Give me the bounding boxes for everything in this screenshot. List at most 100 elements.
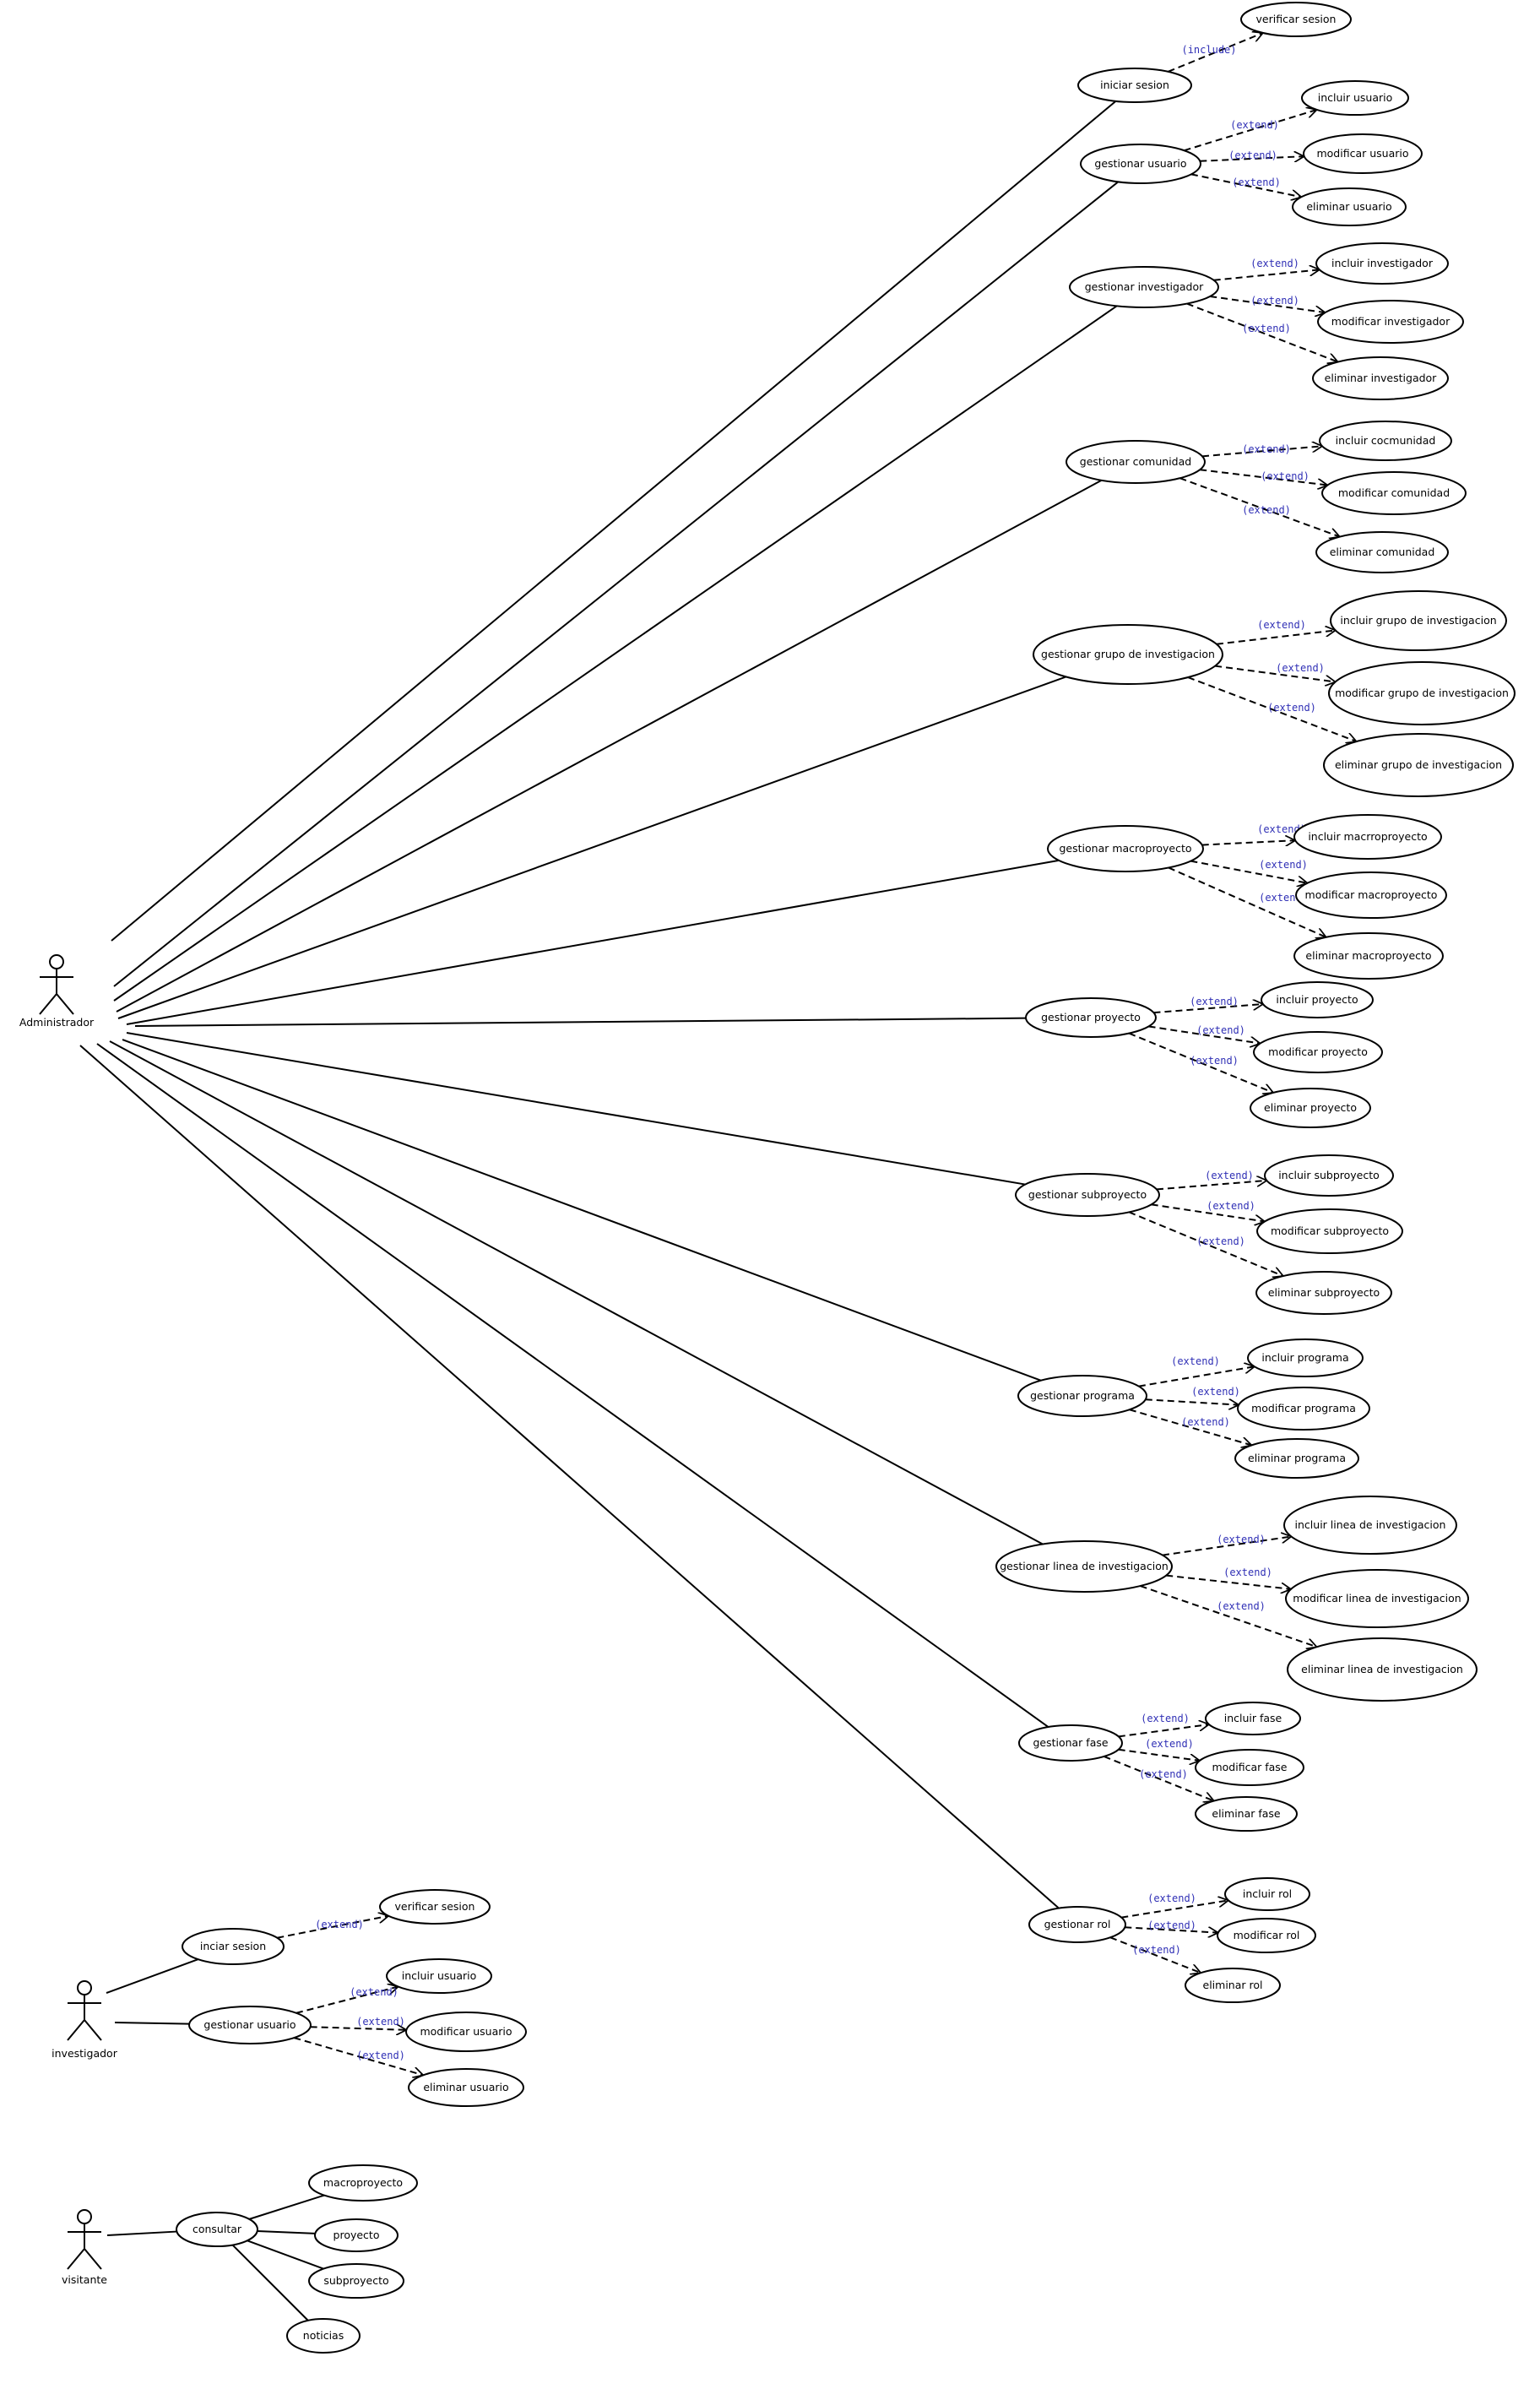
actor-head-icon xyxy=(77,2209,92,2224)
use-case-eliminar-rol[interactable]: eliminar rol xyxy=(1185,1968,1281,2003)
use-case-iniciar-sesion[interactable]: iniciar sesion xyxy=(1077,68,1192,103)
use-case-modificar-investigador[interactable]: modificar investigador xyxy=(1317,300,1464,344)
use-case-modificar-macroproyecto[interactable]: modificar macroproyecto xyxy=(1295,871,1447,919)
stereotype-label: (extend) xyxy=(1242,323,1291,334)
use-case-gestionar-comunidad[interactable]: gestionar comunidad xyxy=(1066,440,1206,484)
use-case-incluir-programa[interactable]: incluir programa xyxy=(1247,1338,1364,1377)
use-case-inv-eliminar-usuario[interactable]: eliminar usuario xyxy=(408,2068,524,2107)
use-case-c-subproyecto[interactable]: subproyecto xyxy=(308,2263,404,2299)
dependency-inv_gestionar_usuario-inv_incluir_usuario xyxy=(296,1987,399,2014)
use-case-modificar-linea[interactable]: modificar linea de investigacion xyxy=(1285,1569,1469,1628)
use-case-consultar[interactable]: consultar xyxy=(176,2212,258,2247)
use-case-eliminar-linea[interactable]: eliminar linea de investigacion xyxy=(1287,1637,1478,1702)
use-case-eliminar-investigador[interactable]: eliminar investigador xyxy=(1312,356,1449,400)
use-case-modificar-comunidad[interactable]: modificar comunidad xyxy=(1321,471,1467,515)
dependency-gestionar_usuario-modificar_usuario xyxy=(1200,156,1304,161)
use-case-label: eliminar usuario xyxy=(1306,200,1391,213)
use-case-ellipse xyxy=(1240,2,1352,37)
use-case-label: eliminar macroproyecto xyxy=(1305,949,1431,962)
actor-head-icon xyxy=(77,1980,92,1995)
use-case-label: eliminar investigador xyxy=(1325,372,1438,384)
association-consultar-c_noticias xyxy=(231,2244,309,2321)
use-case-label: modificar programa xyxy=(1251,1402,1356,1414)
dependency-inv_gestionar_usuario-inv_modificar_usuario xyxy=(310,2027,407,2030)
use-case-incluir-investigador[interactable]: incluir investigador xyxy=(1315,242,1449,285)
use-case-gestionar-subproyecto[interactable]: gestionar subproyecto xyxy=(1015,1173,1160,1217)
use-case-gestionar-macroproyecto[interactable]: gestionar macroproyecto xyxy=(1047,825,1204,872)
use-case-gestionar-grupo[interactable]: gestionar grupo de investigacion xyxy=(1033,624,1223,685)
use-case-label: gestionar programa xyxy=(1030,1389,1135,1402)
use-case-gestionar-usuario[interactable]: gestionar usuario xyxy=(1080,144,1201,184)
use-case-c-macroproyecto[interactable]: macroproyecto xyxy=(308,2164,418,2202)
stereotype-label: (extend) xyxy=(1132,1944,1181,1956)
use-case-ellipse xyxy=(1195,1796,1298,1832)
use-case-eliminar-fase[interactable]: eliminar fase xyxy=(1195,1796,1298,1832)
actor-visitante[interactable]: visitante xyxy=(62,2209,107,2286)
use-case-modificar-rol[interactable]: modificar rol xyxy=(1217,1918,1316,1953)
use-case-gestionar-programa[interactable]: gestionar programa xyxy=(1017,1375,1147,1417)
use-case-ellipse xyxy=(1321,471,1467,515)
use-case-ellipse xyxy=(1292,187,1407,226)
use-case-inv-incluir-usuario[interactable]: incluir usuario xyxy=(386,1958,492,1994)
use-case-gestionar-linea[interactable]: gestionar linea de investigacion xyxy=(995,1540,1173,1593)
use-case-ellipse xyxy=(1015,1173,1160,1217)
actor-left-leg xyxy=(67,2248,85,2270)
use-case-gestionar-investigador[interactable]: gestionar investigador xyxy=(1069,266,1219,308)
use-case-incluir-fase[interactable]: incluir fase xyxy=(1205,1702,1301,1735)
association-investigador-inv_gestionar_usuario xyxy=(114,2022,190,2025)
use-case-inv-inciar-sesion[interactable]: inciar sesion xyxy=(182,1928,285,1965)
use-case-eliminar-programa[interactable]: eliminar programa xyxy=(1234,1438,1359,1479)
stereotype-label: (extend) xyxy=(1147,1892,1196,1904)
use-case-gestionar-fase[interactable]: gestionar fase xyxy=(1018,1724,1123,1762)
use-case-c-noticias[interactable]: noticias xyxy=(286,2318,361,2354)
dependency-gestionar_proyecto-incluir_proyecto xyxy=(1153,1004,1262,1014)
stereotype-label: (extend) xyxy=(1261,470,1310,482)
actor-investigador[interactable]: investigador xyxy=(52,1980,118,2060)
stereotype-label: (extend) xyxy=(1223,1566,1272,1578)
use-case-label: incluir usuario xyxy=(1318,91,1393,104)
use-case-inv-gestionar-usuario[interactable]: gestionar usuario xyxy=(188,2006,312,2044)
use-case-modificar-proyecto[interactable]: modificar proyecto xyxy=(1253,1031,1383,1073)
stereotype-label: (extend) xyxy=(1141,1713,1190,1724)
use-case-incluir-grupo[interactable]: incluir grupo de investigacion xyxy=(1330,590,1507,651)
use-case-modificar-programa[interactable]: modificar programa xyxy=(1237,1387,1370,1431)
use-case-ellipse xyxy=(1028,1906,1126,1943)
use-case-eliminar-macroproyecto[interactable]: eliminar macroproyecto xyxy=(1293,932,1444,980)
use-case-incluir-macroproyecto[interactable]: incluir macrroproyecto xyxy=(1293,814,1442,860)
use-case-inv-modificar-usuario[interactable]: modificar usuario xyxy=(405,2012,527,2052)
use-case-modificar-usuario[interactable]: modificar usuario xyxy=(1303,133,1423,174)
use-case-label: gestionar investigador xyxy=(1085,280,1204,293)
use-case-incluir-linea[interactable]: incluir linea de investigacion xyxy=(1283,1496,1457,1555)
use-case-gestionar-rol[interactable]: gestionar rol xyxy=(1028,1906,1126,1943)
association-administrador-gestionar_comunidad xyxy=(116,479,1103,1013)
use-case-gestionar-proyecto[interactable]: gestionar proyecto xyxy=(1025,997,1157,1038)
stereotype-label: (extend) xyxy=(1145,1738,1194,1750)
use-case-eliminar-comunidad[interactable]: eliminar comunidad xyxy=(1315,531,1449,573)
use-case-verificar-sesion[interactable]: verificar sesion xyxy=(1240,2,1352,37)
use-case-eliminar-proyecto[interactable]: eliminar proyecto xyxy=(1250,1088,1371,1128)
use-case-label: verificar sesion xyxy=(1256,13,1337,25)
actor-administrador[interactable]: Administrador xyxy=(19,954,95,1029)
use-case-modificar-fase[interactable]: modificar fase xyxy=(1195,1749,1304,1786)
association-administrador-gestionar_rol xyxy=(79,1045,1060,1909)
use-case-incluir-comunidad[interactable]: incluir cocmunidad xyxy=(1319,421,1452,461)
actor-label: visitante xyxy=(62,2273,107,2286)
use-case-incluir-subproyecto[interactable]: incluir subproyecto xyxy=(1264,1154,1394,1197)
use-case-ellipse xyxy=(1018,1724,1123,1762)
dependency-gestionar_fase-modificar_fase xyxy=(1118,1748,1200,1761)
stereotype-label: (extend) xyxy=(1228,149,1277,161)
dependency-gestionar_fase-eliminar_fase xyxy=(1103,1756,1214,1801)
use-case-eliminar-grupo[interactable]: eliminar grupo de investigacion xyxy=(1323,733,1514,797)
dependency-gestionar_subproyecto-modificar_subproyecto xyxy=(1151,1203,1265,1221)
use-case-incluir-usuario[interactable]: incluir usuario xyxy=(1301,80,1409,116)
use-case-inv-verificar-sesion[interactable]: verificar sesion xyxy=(379,1889,491,1925)
use-case-label: proyecto xyxy=(333,2229,380,2241)
use-case-incluir-proyecto[interactable]: incluir proyecto xyxy=(1261,981,1374,1018)
use-case-eliminar-usuario[interactable]: eliminar usuario xyxy=(1292,187,1407,226)
use-case-incluir-rol[interactable]: incluir rol xyxy=(1224,1877,1310,1911)
use-case-modificar-grupo[interactable]: modificar grupo de investigacion xyxy=(1328,661,1516,725)
use-case-label: consultar xyxy=(192,2223,242,2235)
use-case-eliminar-subproyecto[interactable]: eliminar subproyecto xyxy=(1255,1271,1392,1315)
use-case-modificar-subproyecto[interactable]: modificar subproyecto xyxy=(1256,1208,1403,1254)
use-case-c-proyecto[interactable]: proyecto xyxy=(314,2218,399,2252)
